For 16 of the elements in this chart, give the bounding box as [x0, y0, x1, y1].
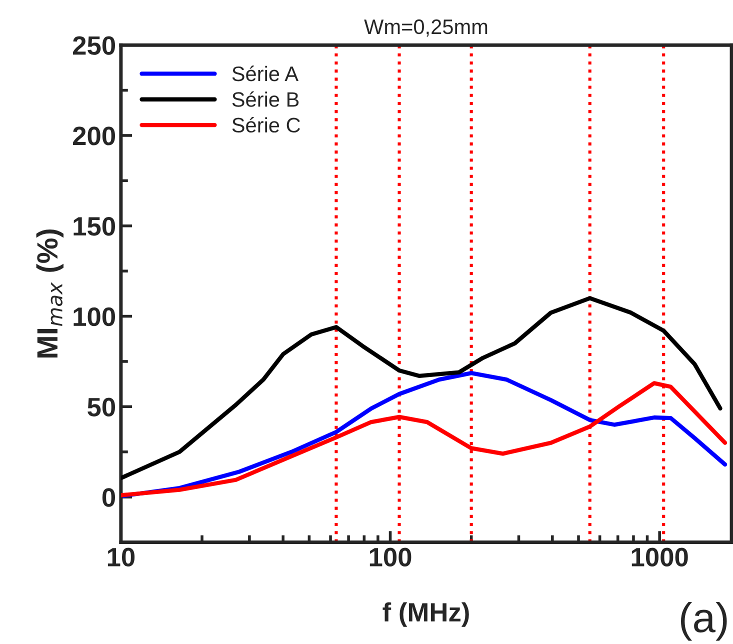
x-tick-label: 10 [108, 548, 135, 566]
y-tick-label: 200 [72, 126, 116, 146]
y-tick-label: 0 [102, 488, 116, 507]
x-axis-title: f (MHz) [382, 602, 469, 627]
y-tick-label: 50 [88, 398, 116, 416]
y-tick-label: 100 [74, 307, 116, 326]
x-tick-label: 1000 [632, 548, 688, 566]
legend-label: Série C [232, 117, 300, 133]
chart-title: Wm=0,25mm [364, 19, 488, 37]
y-tick-label: 250 [72, 36, 116, 55]
x-tick-label: 100 [370, 548, 412, 566]
legend-label: Série B [232, 91, 299, 107]
y-tick-label: 150 [74, 217, 116, 236]
text: (a) [681, 602, 727, 641]
y-axis-title: MI$_{max}$ (%) [36, 229, 64, 358]
legend-label: Série A [232, 66, 298, 82]
